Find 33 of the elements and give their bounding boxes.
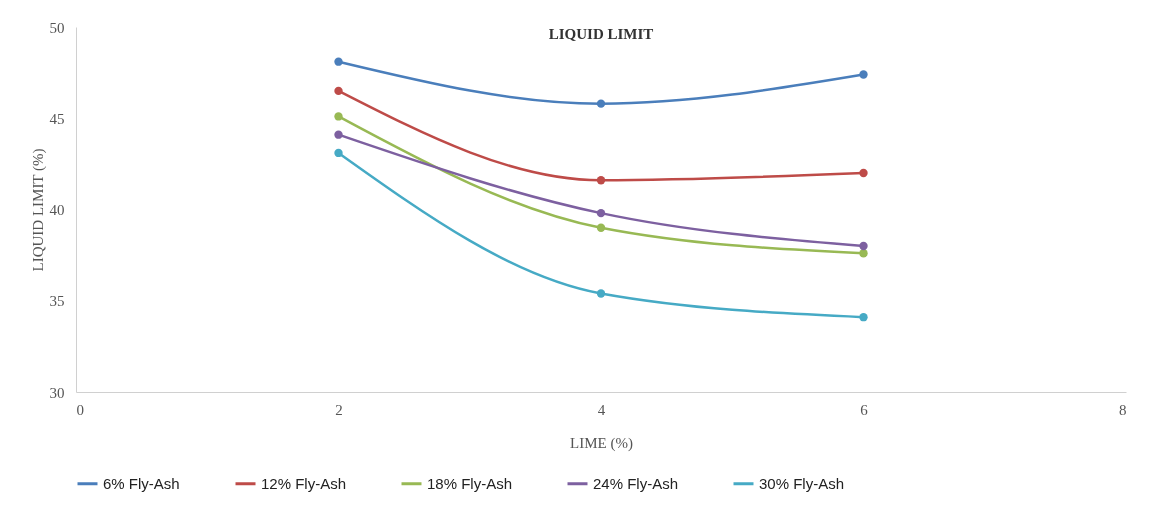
- point: [859, 249, 868, 258]
- point: [334, 148, 343, 158]
- point: [596, 289, 606, 298]
- legend-label: 30% Fly-Ash: [759, 474, 845, 492]
- point: [334, 57, 343, 66]
- point: [334, 86, 343, 96]
- y-tick-label: 35: [49, 293, 65, 310]
- legend-label: 12% Fly-Ash: [261, 474, 347, 492]
- point: [859, 70, 868, 79]
- point: [859, 168, 868, 178]
- point: [596, 208, 606, 218]
- point: [596, 223, 606, 232]
- y-tick-label: 50: [49, 19, 65, 36]
- x-tick-label: 2: [335, 401, 343, 418]
- x-axis-title: LIME (%): [570, 434, 633, 452]
- y-axis-title: LIQUID LIMIT (%): [29, 148, 47, 272]
- x-tick-label: 8: [1119, 401, 1127, 418]
- point: [859, 241, 868, 251]
- y-tick-label: 30: [49, 384, 65, 401]
- x-tick-label: 6: [860, 401, 869, 418]
- point: [859, 313, 868, 322]
- chart-title: LIQUID LIMIT: [548, 26, 654, 42]
- x-tick-label: 0: [76, 401, 84, 418]
- legend-label: 24% Fly-Ash: [593, 474, 679, 492]
- point: [334, 112, 343, 121]
- legend-label: 18% Fly-Ash: [427, 474, 513, 492]
- point: [596, 99, 606, 108]
- y-tick-label: 45: [49, 110, 65, 127]
- point: [334, 130, 343, 139]
- x-tick-label: 4: [597, 401, 606, 418]
- y-tick-label: 40: [49, 202, 65, 218]
- legend-label: 6% Fly-Ash: [103, 474, 180, 492]
- point: [596, 176, 606, 185]
